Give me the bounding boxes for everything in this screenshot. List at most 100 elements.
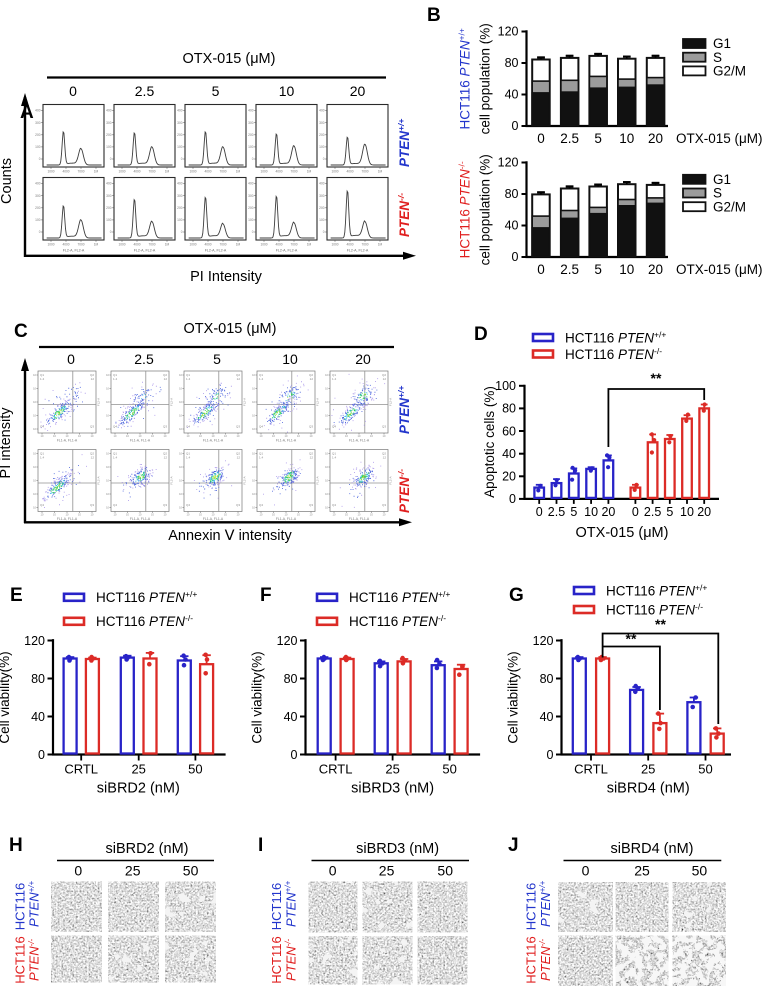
svg-text:siBRD3 (nM): siBRD3 (nM) [351, 781, 434, 797]
svg-text:25: 25 [634, 863, 650, 879]
svg-text:40: 40 [31, 710, 45, 724]
svg-text:Q3: Q3 [382, 503, 386, 507]
svg-text:10: 10 [297, 513, 300, 517]
svg-text:10: 10 [333, 513, 336, 517]
svg-text:PTEN-/-: PTEN-/- [396, 193, 412, 237]
svg-text:1M: 1M [307, 170, 312, 174]
svg-text:80: 80 [505, 56, 519, 70]
svg-text:5: 5 [212, 83, 220, 99]
svg-text:10: 10 [66, 434, 69, 438]
svg-text:HCT116: HCT116 [524, 883, 539, 930]
svg-text:10: 10 [199, 434, 202, 438]
svg-text:0: 0 [329, 863, 337, 879]
svg-text:Q1: Q1 [332, 452, 336, 456]
svg-text:Q4: Q4 [259, 425, 263, 429]
svg-text:1.4: 1.4 [186, 456, 191, 460]
svg-text:1000: 1000 [331, 243, 338, 247]
svg-text:50: 50 [188, 762, 202, 777]
svg-text:Q1: Q1 [259, 373, 263, 377]
svg-text:Q1: Q1 [186, 452, 190, 456]
svg-text:HCT116 PTEN-/-: HCT116 PTEN-/- [606, 601, 703, 617]
svg-text:10: 10 [345, 513, 348, 517]
svg-text:10: 10 [383, 513, 386, 517]
svg-text:10: 10 [114, 513, 117, 517]
svg-text:**: ** [655, 616, 666, 632]
svg-text:HCT116 PTEN-/-: HCT116 PTEN-/- [457, 161, 473, 258]
svg-text:1.4: 1.4 [113, 377, 118, 381]
svg-text:10: 10 [78, 434, 81, 438]
svg-text:10: 10 [91, 434, 94, 438]
svg-text:**: ** [626, 631, 637, 647]
svg-text:10: 10 [584, 505, 598, 519]
svg-text:100: 100 [106, 145, 112, 149]
svg-text:10: 10 [53, 513, 56, 517]
svg-text:10: 10 [272, 434, 275, 438]
svg-text:50: 50 [698, 762, 712, 777]
svg-text:2.5: 2.5 [548, 505, 565, 519]
svg-text:10: 10 [358, 434, 361, 438]
svg-text:E: E [10, 585, 23, 606]
svg-text:10: 10 [106, 400, 109, 404]
svg-text:10: 10 [224, 434, 227, 438]
svg-text:2.5: 2.5 [135, 83, 155, 99]
svg-text:FL1-A, FL1-A: FL1-A, FL1-A [203, 517, 224, 521]
svg-text:0: 0 [547, 748, 554, 762]
svg-text:OTX-015 (μM): OTX-015 (μM) [184, 321, 277, 337]
svg-text:cell population (%): cell population (%) [478, 23, 493, 134]
svg-text:400: 400 [319, 109, 325, 113]
svg-text:1000: 1000 [189, 170, 196, 174]
svg-text:1M: 1M [165, 243, 170, 247]
svg-text:300: 300 [248, 121, 254, 125]
svg-text:HCT116 PTEN+/+: HCT116 PTEN+/+ [96, 589, 197, 605]
svg-text:400: 400 [248, 182, 254, 186]
svg-text:10: 10 [333, 434, 336, 438]
svg-text:1000: 1000 [189, 243, 196, 247]
svg-text:10: 10 [179, 506, 182, 510]
svg-text:OTX-015 (μM): OTX-015 (μM) [576, 525, 669, 541]
svg-text:10: 10 [33, 427, 36, 431]
svg-text:10: 10 [151, 434, 154, 438]
svg-text:10: 10 [619, 131, 634, 146]
svg-text:G1: G1 [713, 172, 731, 187]
svg-text:C: C [14, 321, 28, 342]
svg-text:10: 10 [33, 465, 36, 469]
svg-text:4000: 4000 [62, 170, 69, 174]
svg-text:400: 400 [319, 182, 325, 186]
svg-text:10: 10 [325, 506, 328, 510]
svg-text:10: 10 [33, 492, 36, 496]
svg-text:FL1-A, FL1-A: FL1-A, FL1-A [130, 439, 151, 443]
svg-text:B: B [427, 5, 441, 26]
svg-text:Q2: Q2 [236, 452, 240, 456]
svg-text:Annexin Ⅴ intensity: Annexin Ⅴ intensity [168, 528, 292, 544]
svg-text:400: 400 [35, 109, 41, 113]
svg-text:FL1-A, FL1-A: FL1-A, FL1-A [57, 517, 78, 521]
svg-text:0: 0 [537, 131, 545, 146]
svg-text:10: 10 [33, 400, 36, 404]
svg-text:100: 100 [106, 218, 112, 222]
svg-text:10: 10 [179, 427, 182, 431]
svg-text:Q1: Q1 [186, 373, 190, 377]
svg-text:20: 20 [648, 131, 663, 146]
svg-text:FL2-A, FL2-A: FL2-A, FL2-A [276, 249, 298, 253]
svg-text:Q3: Q3 [236, 503, 240, 507]
svg-text:40: 40 [505, 219, 519, 233]
svg-text:Q3: Q3 [309, 425, 313, 429]
svg-text:**: ** [651, 370, 662, 386]
svg-text:PTEN+/+: PTEN+/+ [396, 386, 412, 434]
svg-text:PI Intensity: PI Intensity [190, 269, 262, 285]
svg-text:5: 5 [594, 131, 602, 146]
svg-text:1000: 1000 [47, 243, 54, 247]
svg-text:Cell viability(%): Cell viability(%) [250, 651, 265, 743]
svg-text:10: 10 [325, 427, 328, 431]
svg-text:12: 12 [310, 377, 314, 381]
svg-text:siBRD2 (nM): siBRD2 (nM) [97, 781, 180, 797]
svg-text:HCT116 PTEN-/-: HCT116 PTEN-/- [96, 613, 193, 629]
svg-text:2.5: 2.5 [134, 351, 154, 367]
svg-text:200: 200 [248, 133, 254, 137]
svg-text:1M: 1M [378, 170, 383, 174]
svg-text:Q1: Q1 [332, 373, 336, 377]
svg-text:FL2-A, FL2-A: FL2-A, FL2-A [205, 249, 227, 253]
svg-text:cell population (%): cell population (%) [478, 154, 493, 265]
svg-text:CRTL: CRTL [64, 762, 98, 777]
svg-text:0: 0 [110, 157, 112, 161]
